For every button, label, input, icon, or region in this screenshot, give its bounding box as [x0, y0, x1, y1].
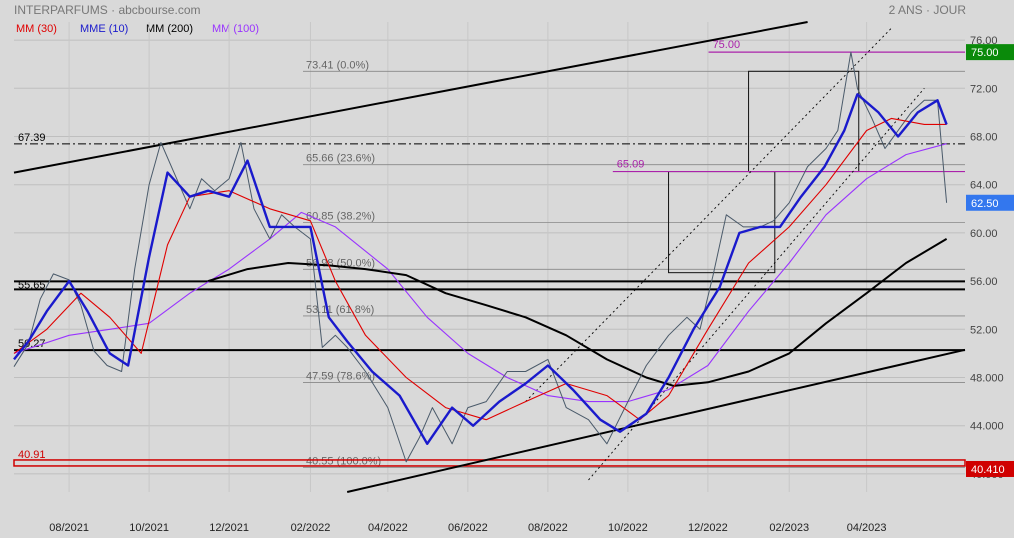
level-red-band — [13, 459, 966, 467]
x-tick-label: 08/2022 — [528, 522, 568, 534]
x-tick-label: 12/2022 — [688, 522, 728, 534]
price-tag — [966, 194, 1014, 211]
price-tag-label: 75.00 — [971, 47, 999, 59]
price-tag — [966, 460, 1014, 477]
legend-mm100: MM (100) — [212, 23, 260, 35]
series-line-mm-100 — [13, 143, 947, 403]
x-tick-label: 10/2021 — [129, 522, 169, 534]
x-tick-label: 06/2022 — [448, 522, 488, 534]
x-tick-label: 04/2023 — [847, 522, 887, 534]
trendline — [13, 21, 808, 174]
level-label: 65.09 — [617, 159, 645, 171]
trendline — [588, 87, 925, 481]
series-line-mme-10 — [13, 93, 948, 445]
x-tick-label: 02/2022 — [291, 522, 331, 534]
y-tick-label: 52.00 — [970, 324, 998, 336]
legend-mm30: MM (30) — [16, 23, 57, 35]
fib-label: 53.11 (61.8%) — [306, 304, 374, 316]
y-tick-label: 64.00 — [970, 180, 998, 192]
trendline — [525, 27, 892, 402]
y-tick-label: 44.000 — [970, 421, 1004, 433]
fib-label: 40.55 (100.0%) — [306, 455, 381, 467]
fib-label: 47.59 (78.6%) — [306, 370, 375, 382]
x-tick-label: 08/2021 — [49, 522, 89, 534]
fib-label: 56.98 (50.0%) — [306, 257, 375, 269]
x-tick-label: 12/2021 — [209, 522, 249, 534]
x-tick-label: 04/2022 — [368, 522, 408, 534]
y-tick-label: 76.00 — [970, 35, 998, 47]
legend-mm200: MM (200) — [146, 23, 194, 35]
chart-title: INTERPARFUMS · abcbourse.com — [14, 3, 201, 17]
y-tick-label: 68.00 — [970, 131, 998, 143]
fib-label: 60.85 (38.2%) — [306, 211, 375, 223]
price-tag-label: 40.410 — [971, 464, 1005, 476]
legend-mme10: MME (10) — [80, 23, 129, 35]
level-label: 55.65 — [18, 279, 46, 291]
y-tick-label: 56.00 — [970, 276, 998, 288]
price-tag-label: 62.50 — [971, 198, 999, 210]
series-line-close — [13, 51, 948, 463]
range-box — [668, 171, 776, 274]
y-tick-label: 48.000 — [970, 373, 1004, 385]
series-line-mm-30 — [13, 117, 947, 421]
level-label: 67.39 — [18, 132, 46, 144]
y-tick-label: 72.00 — [970, 83, 998, 95]
range-box — [748, 70, 860, 173]
level-label: 40.91 — [18, 449, 46, 461]
trendline — [346, 348, 966, 493]
chart-period: 2 ANS · JOUR — [888, 3, 966, 17]
x-tick-label: 02/2023 — [769, 522, 809, 534]
level-label: 75.00 — [713, 39, 741, 51]
x-tick-label: 10/2022 — [608, 522, 648, 534]
fib-label: 73.41 (0.0%) — [306, 59, 369, 71]
fib-label: 65.66 (23.6%) — [306, 153, 375, 165]
series-line-mm-200 — [207, 238, 948, 387]
y-tick-label: 60.00 — [970, 228, 998, 240]
price-tag — [966, 44, 1014, 61]
